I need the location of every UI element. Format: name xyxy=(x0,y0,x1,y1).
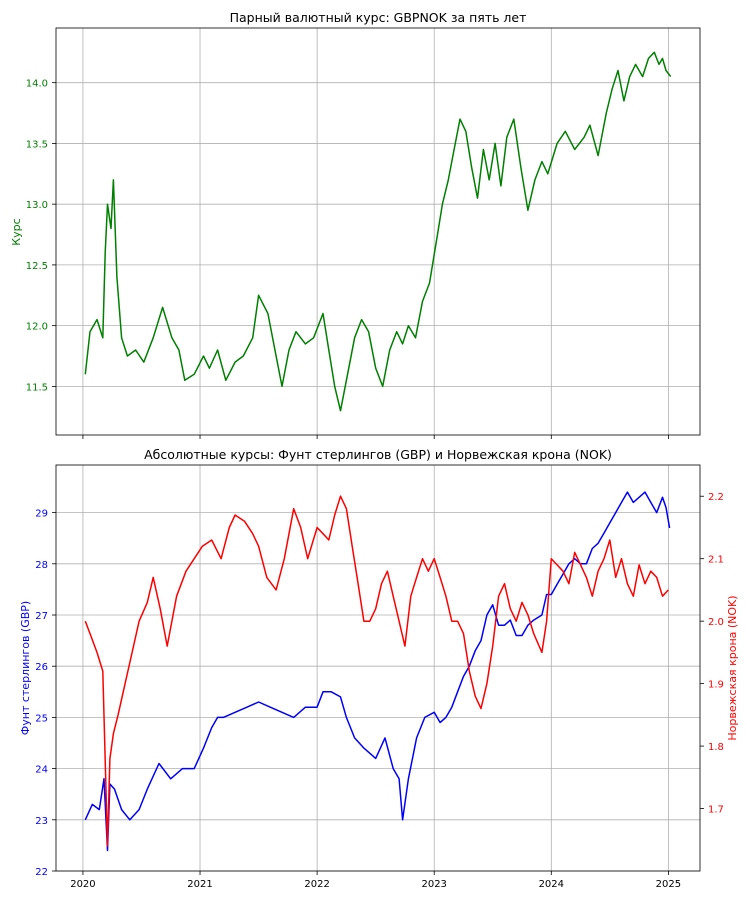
bottom-right-y-tick-label: 2.1 xyxy=(708,555,724,566)
top-chart-frame xyxy=(55,27,701,436)
top-y-tick-label: 12.5 xyxy=(26,261,48,272)
bottom-chart-left-y-label: Фунт стерлингов (GBP) xyxy=(19,601,32,735)
top-series-line-gbpnok xyxy=(84,51,672,412)
bottom-right-y-tick-label: 1.7 xyxy=(708,805,724,816)
bottom-chart-frame xyxy=(55,464,701,872)
bottom-left-y-tick-label: 27 xyxy=(35,611,48,622)
bottom-chart-left-y-ticks: 22 23 24 25 26 27 28 29 xyxy=(35,509,56,878)
bottom-x-tick-label: 2025 xyxy=(656,879,681,890)
bottom-chart-title: Абсолютные курсы: Фунт стерлингов (GBP) … xyxy=(144,447,612,462)
top-chart: Парный валютный курс: GBPNOK за пять лет… xyxy=(10,10,701,439)
bottom-chart-right-y-label: Норвежская крона (NOK) xyxy=(726,595,739,740)
bottom-x-tick-label: 2020 xyxy=(70,879,95,890)
top-y-tick-label: 14.0 xyxy=(26,79,48,90)
bottom-chart-x-ticks: 2020 2021 2022 2023 2024 2025 xyxy=(70,871,681,890)
bottom-right-y-tick-label: 1.9 xyxy=(708,680,724,691)
top-chart-y-ticks: 11.5 12.0 12.5 13.0 13.5 14.0 xyxy=(26,79,56,393)
bottom-series-line-gbp xyxy=(84,491,671,852)
bottom-chart-lines xyxy=(84,491,671,852)
top-chart-y-label: Курс xyxy=(10,218,23,245)
bottom-chart-right-y-ticks: 1.7 1.8 1.9 2.0 2.1 2.2 xyxy=(700,492,724,816)
top-y-tick-label: 13.0 xyxy=(26,200,48,211)
bottom-x-tick-label: 2023 xyxy=(421,879,446,890)
bottom-left-y-tick-label: 24 xyxy=(35,765,48,776)
bottom-chart-grid xyxy=(56,465,700,872)
bottom-right-y-tick-label: 1.8 xyxy=(708,742,724,753)
bottom-left-y-tick-label: 22 xyxy=(35,867,48,878)
bottom-x-tick-label: 2024 xyxy=(539,879,564,890)
top-chart-lines xyxy=(84,51,672,412)
bottom-left-y-tick-label: 29 xyxy=(35,509,48,520)
top-chart-x-ticks xyxy=(82,435,669,439)
bottom-right-y-tick-label: 2.0 xyxy=(708,617,724,628)
bottom-x-tick-label: 2021 xyxy=(187,879,212,890)
bottom-chart: Абсолютные курсы: Фунт стерлингов (GBP) … xyxy=(19,447,739,890)
bottom-left-y-tick-label: 25 xyxy=(35,713,48,724)
top-y-tick-label: 11.5 xyxy=(26,382,48,393)
top-y-tick-label: 13.5 xyxy=(26,139,48,150)
top-chart-grid xyxy=(56,28,700,435)
top-y-tick-label: 12.0 xyxy=(26,322,48,333)
bottom-left-y-tick-label: 26 xyxy=(35,662,48,673)
bottom-right-y-tick-label: 2.2 xyxy=(708,492,724,503)
bottom-left-y-tick-label: 23 xyxy=(35,816,48,827)
bottom-series-line-nok xyxy=(84,495,669,847)
bottom-x-tick-label: 2022 xyxy=(304,879,329,890)
bottom-left-y-tick-label: 28 xyxy=(35,560,48,571)
top-chart-title: Парный валютный курс: GBPNOK за пять лет xyxy=(230,10,527,25)
